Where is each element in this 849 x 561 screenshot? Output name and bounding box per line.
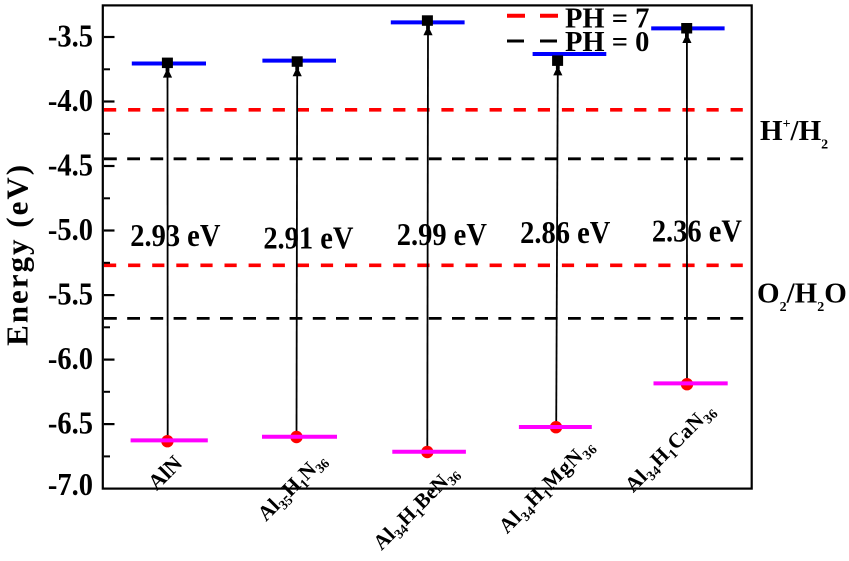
svg-text:2.36 eV: 2.36 eV	[652, 214, 743, 249]
svg-text:-5.5: -5.5	[48, 277, 93, 312]
svg-text:2.86 eV: 2.86 eV	[520, 216, 611, 251]
svg-text:PH = 7: PH = 7	[565, 4, 649, 35]
svg-text:H+/H2: H+/H2	[760, 115, 828, 153]
svg-text:-6.0: -6.0	[48, 342, 93, 377]
svg-text:-7.0: -7.0	[48, 468, 93, 503]
svg-text:-5.0: -5.0	[48, 213, 93, 248]
svg-text:2.91 eV: 2.91 eV	[263, 221, 354, 256]
svg-text:PH = 0: PH = 0	[565, 27, 649, 58]
svg-text:-3.5: -3.5	[48, 19, 93, 54]
svg-text:-4.0: -4.0	[48, 84, 93, 119]
svg-text:-6.5: -6.5	[48, 406, 93, 441]
svg-text:2.93 eV: 2.93 eV	[130, 219, 221, 254]
svg-text:2.99 eV: 2.99 eV	[397, 218, 488, 253]
svg-text:O2/H2O: O2/H2O	[757, 278, 847, 316]
svg-text:Energy (eV): Energy (eV)	[0, 163, 35, 346]
svg-text:-4.5: -4.5	[48, 148, 93, 183]
